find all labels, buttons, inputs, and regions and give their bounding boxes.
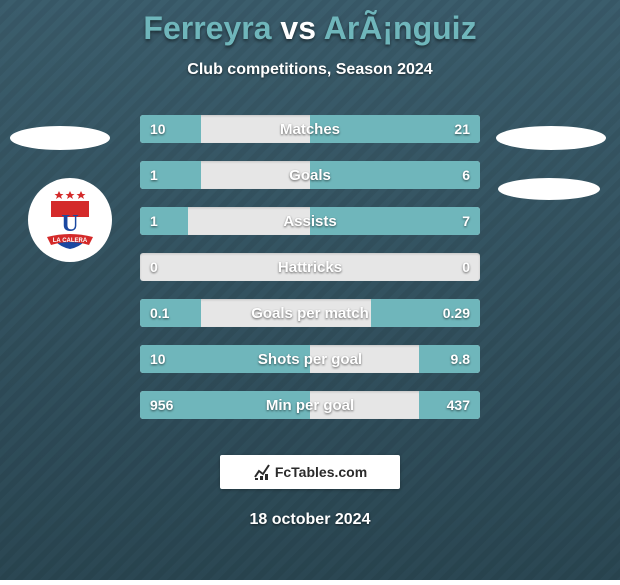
bar-label: Min per goal	[140, 391, 480, 419]
value-left: 1	[150, 161, 158, 189]
stat-row: Assists1 7	[140, 207, 480, 235]
title-player2: ArÃ¡nguiz	[324, 10, 477, 46]
stat-row: Matches10 21	[140, 115, 480, 143]
page-title: Ferreyra vs ArÃ¡nguiz	[0, 0, 620, 47]
bar-label: Shots per goal	[140, 345, 480, 373]
title-player1: Ferreyra	[143, 10, 271, 46]
value-right: 0.29	[443, 299, 470, 327]
bar-label: Goals	[140, 161, 480, 189]
bars-container: Matches1021Goals16Assists17Hattricks00Go…	[140, 115, 480, 437]
bar-label: Goals per match	[140, 299, 480, 327]
value-right: 21	[454, 115, 470, 143]
stats-area: Matches1021Goals16Assists17Hattricks00Go…	[0, 115, 620, 445]
stat-row: Shots per goal10 9.8	[140, 345, 480, 373]
value-right: 7	[462, 207, 470, 235]
value-left: 10	[150, 115, 166, 143]
brand-badge: FcTables.com	[220, 455, 400, 489]
bar-label: Hattricks	[140, 253, 480, 281]
stat-row: Min per goal956 437	[140, 391, 480, 419]
value-left: 956	[150, 391, 173, 419]
value-right: 437	[447, 391, 470, 419]
value-left: 1	[150, 207, 158, 235]
bar-label: Assists	[140, 207, 480, 235]
value-right: 0	[462, 253, 470, 281]
stat-row: Goals per match0.1 0.29	[140, 299, 480, 327]
value-right: 6	[462, 161, 470, 189]
brand-icon	[253, 463, 271, 481]
value-left: 0.1	[150, 299, 169, 327]
stat-row: Goals1 6	[140, 161, 480, 189]
content-root: Ferreyra vs ArÃ¡nguiz Club competitions,…	[0, 0, 620, 580]
bar-label: Matches	[140, 115, 480, 143]
title-vs: vs	[280, 10, 316, 46]
value-left: 0	[150, 253, 158, 281]
footer-date: 18 october 2024	[0, 511, 620, 529]
value-left: 10	[150, 345, 166, 373]
brand-text: FcTables.com	[275, 464, 367, 480]
stat-row: Hattricks0 0	[140, 253, 480, 281]
subtitle: Club competitions, Season 2024	[0, 61, 620, 79]
value-right: 9.8	[451, 345, 470, 373]
